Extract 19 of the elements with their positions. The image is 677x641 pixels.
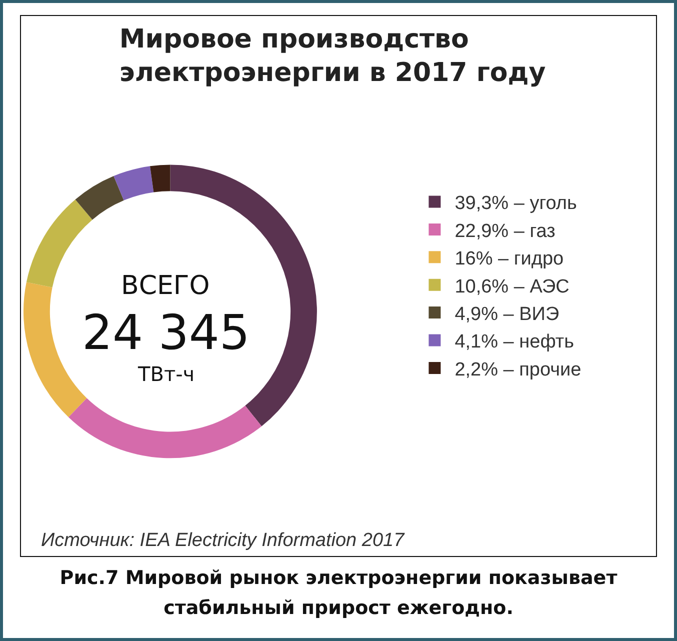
chart-title: Мировое производство электроэнергии в 2017 году <box>119 24 546 88</box>
donut-slice <box>150 164 170 192</box>
legend-label: 4,9% – ВИЭ <box>454 304 560 325</box>
donut-slice <box>68 398 262 458</box>
legend-label: 2,2% – прочие <box>454 359 582 380</box>
legend-label: 22,9% – газ <box>454 220 556 242</box>
text: 24 345 <box>82 305 250 361</box>
donut-slice <box>24 282 87 418</box>
text: ВСЕГО <box>121 271 210 301</box>
legend-label: 4,1% – нефть <box>454 332 574 353</box>
text: Рис.7 Мировой рынок электроэнергии показывает стабильный прирост ежегодно. <box>58 566 618 621</box>
text: ТВт-ч <box>137 362 195 386</box>
legend-label: 39,3% – уголь <box>454 193 577 214</box>
donut-slice <box>26 200 92 288</box>
legend-label: 16% – гидро <box>454 248 564 270</box>
donut-slice <box>114 166 154 200</box>
donut-slice <box>75 176 124 220</box>
text: Источник: IEA Electricity Information 2017 <box>41 530 406 551</box>
legend-label: 10,6% – АЭС <box>454 276 570 298</box>
